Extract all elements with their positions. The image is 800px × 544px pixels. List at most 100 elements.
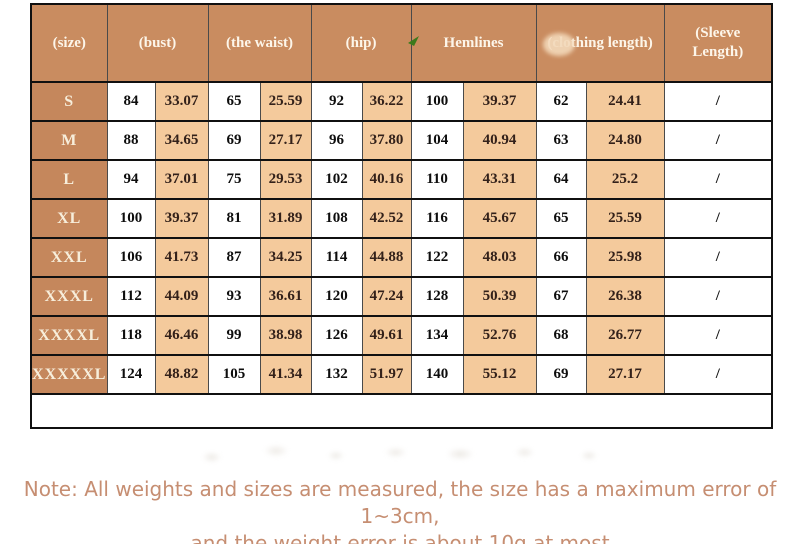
- empty-row: [31, 394, 773, 428]
- col-header-hip: (hip): [310, 4, 412, 83]
- watermark-smudge: [543, 33, 575, 56]
- cell-waist-in: 25.59: [259, 81, 312, 122]
- cell-hip-in: 44.88: [361, 237, 412, 278]
- sleeve-header-line-2: Length): [692, 44, 744, 60]
- empty-cell: [31, 394, 773, 428]
- cell-waist-cm: 93: [207, 276, 261, 317]
- cell-hemline-in: 50.39: [462, 276, 537, 317]
- col-header-hemlines: Hemlines: [410, 4, 537, 83]
- cell-hemline-cm: 134: [410, 315, 464, 356]
- cell-size: XXL: [30, 237, 108, 278]
- cell-bust-in: 34.65: [154, 120, 209, 161]
- cell-sleeve-length: /: [663, 159, 773, 200]
- cell-hip-cm: 114: [310, 237, 363, 278]
- cell-hip-cm: 92: [310, 81, 363, 122]
- cell-hip-in: 47.24: [361, 276, 412, 317]
- header-row: (size) (bust) (the waist) (hip) Hemlines…: [30, 4, 773, 83]
- cell-bust-in: 46.46: [154, 315, 209, 356]
- cell-clothing-length-in: 26.77: [585, 315, 665, 356]
- cell-clothing-length-cm: 65: [535, 198, 587, 239]
- cell-waist-in: 34.25: [259, 237, 312, 278]
- cell-waist-in: 29.53: [259, 159, 312, 200]
- cell-size: XXXL: [30, 276, 108, 317]
- cell-bust-cm: 100: [106, 198, 156, 239]
- cell-hip-cm: 132: [310, 354, 363, 395]
- cell-hemline-in: 39.37: [462, 81, 537, 122]
- cell-hip-cm: 96: [310, 120, 363, 161]
- cell-hip-cm: 126: [310, 315, 363, 356]
- cell-sleeve-length: /: [663, 354, 773, 395]
- cell-clothing-length-in: 25.98: [585, 237, 665, 278]
- size-chart-body: S 84 33.07 65 25.59 92 36.22 100 39.37 62 24.41/M 8…: [30, 81, 773, 395]
- cell-hemline-cm: 100: [410, 81, 464, 122]
- cell-waist-in: 31.89: [259, 198, 312, 239]
- cell-clothing-length-in: 26.38: [585, 276, 665, 317]
- cell-hip-cm: 102: [310, 159, 363, 200]
- cell-bust-in: 41.73: [154, 237, 209, 278]
- col-header-bust: (bust): [106, 4, 209, 83]
- sleeve-header-line-1: (Sleeve: [695, 25, 741, 41]
- cell-size: XXXXXL: [30, 354, 108, 395]
- cell-waist-cm: 99: [207, 315, 261, 356]
- table-row: XXXL 112 44.09 93 36.61 120 47.24 128 50.39 67 26.…: [30, 276, 773, 317]
- table-row: L 94 37.01 75 29.53 102 40.16 110 43.31 64 25.2/: [30, 159, 773, 200]
- cell-clothing-length-in: 25.2: [585, 159, 665, 200]
- cell-sleeve-length: /: [663, 120, 773, 161]
- cell-hemline-in: 55.12: [462, 354, 537, 395]
- cell-hemline-cm: 116: [410, 198, 464, 239]
- cell-size: XL: [30, 198, 108, 239]
- cell-waist-in: 36.61: [259, 276, 312, 317]
- cell-hemline-in: 40.94: [462, 120, 537, 161]
- cell-clothing-length-in: 27.17: [585, 354, 665, 395]
- cell-waist-in: 41.34: [259, 354, 312, 395]
- cell-hip-cm: 120: [310, 276, 363, 317]
- size-chart-table: (size) (bust) (the waist) (hip) Hemlines…: [30, 3, 774, 429]
- cell-hip-cm: 108: [310, 198, 363, 239]
- table-row: XL 100 39.37 81 31.89 108 42.52 116 45.67 65 25.59…: [30, 198, 773, 239]
- cell-bust-cm: 124: [106, 354, 156, 395]
- col-header-size: (size): [30, 4, 108, 83]
- cell-waist-in: 27.17: [259, 120, 312, 161]
- cell-waist-cm: 75: [207, 159, 261, 200]
- cell-size: XXXXL: [30, 315, 108, 356]
- cell-waist-cm: 65: [207, 81, 261, 122]
- cell-bust-cm: 84: [106, 81, 156, 122]
- table-header: (size) (bust) (the waist) (hip) Hemlines…: [30, 4, 773, 83]
- cell-hemline-cm: 122: [410, 237, 464, 278]
- table-footer: [31, 394, 773, 428]
- cell-clothing-length-cm: 67: [535, 276, 587, 317]
- faint-watermark: [175, 438, 635, 470]
- cell-bust-cm: 112: [106, 276, 156, 317]
- cell-clothing-length-cm: 69: [535, 354, 587, 395]
- cell-hemline-in: 45.67: [462, 198, 537, 239]
- cell-hemline-cm: 140: [410, 354, 464, 395]
- cell-hemline-cm: 104: [410, 120, 464, 161]
- cell-bust-in: 33.07: [154, 81, 209, 122]
- cell-clothing-length-cm: 68: [535, 315, 587, 356]
- col-header-sleeve-length: (Sleeve Length): [663, 4, 773, 83]
- cell-waist-cm: 81: [207, 198, 261, 239]
- col-header-waist: (the waist): [207, 4, 312, 83]
- cell-bust-in: 39.37: [154, 198, 209, 239]
- table-row: XXXXXL 124 48.82 105 41.34 132 51.97 140 55.12 69…: [30, 354, 773, 395]
- cell-hemline-in: 43.31: [462, 159, 537, 200]
- cell-size: M: [30, 120, 108, 161]
- cell-sleeve-length: /: [663, 198, 773, 239]
- cell-waist-in: 38.98: [259, 315, 312, 356]
- cell-waist-cm: 69: [207, 120, 261, 161]
- cell-hemline-cm: 128: [410, 276, 464, 317]
- table-row: XXL 106 41.73 87 34.25 114 44.88 122 48.03 66 25.9…: [30, 237, 773, 278]
- note-line-2: and the weight error is about 10g at mos…: [190, 531, 610, 544]
- cell-clothing-length-cm: 63: [535, 120, 587, 161]
- cell-bust-in: 48.82: [154, 354, 209, 395]
- cell-bust-in: 44.09: [154, 276, 209, 317]
- cell-sleeve-length: /: [663, 81, 773, 122]
- note-line-1: Note: All weights and sizes are measured…: [23, 477, 777, 528]
- cell-sleeve-length: /: [663, 237, 773, 278]
- cell-clothing-length-cm: 62: [535, 81, 587, 122]
- cell-bust-in: 37.01: [154, 159, 209, 200]
- cell-size: S: [30, 81, 108, 122]
- cell-size: L: [30, 159, 108, 200]
- cell-sleeve-length: /: [663, 276, 773, 317]
